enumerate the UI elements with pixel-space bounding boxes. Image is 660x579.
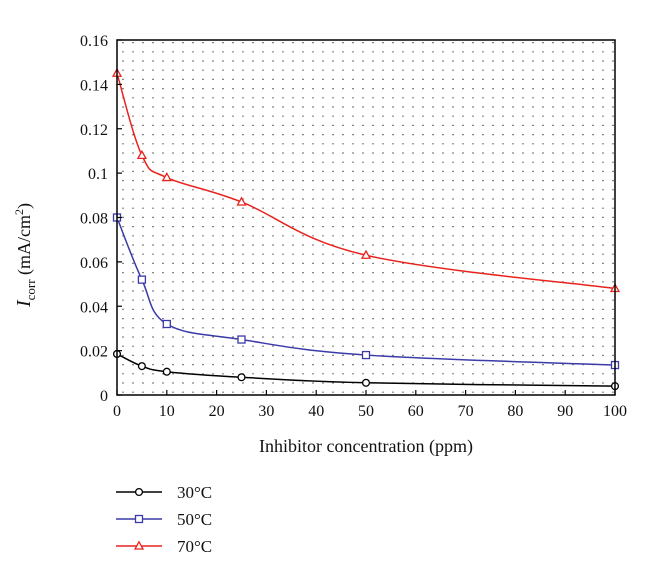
series-line-2: [116, 217, 616, 366]
series-markers: [111, 67, 621, 391]
y-tick-label: 0.08: [80, 211, 108, 228]
data-point-series-2: [137, 275, 147, 284]
data-point-series-3: [360, 249, 372, 259]
plot-frame: [116, 39, 616, 396]
x-tick-label: 20: [209, 403, 225, 420]
data-point-series-1: [237, 373, 246, 382]
axis-ticks: 0 10 20 30 40 50 60 70 80 90 100 0 0.02 0.04 0.06 0.08 0…: [80, 33, 627, 420]
data-point-series-2: [237, 335, 246, 344]
data-point-series-3: [161, 172, 172, 182]
x-tick-label: 10: [159, 403, 175, 420]
x-tick-label: 90: [557, 403, 573, 420]
x-tick-label: 0: [113, 403, 121, 420]
data-point-series-1: [361, 378, 371, 387]
x-tick-label: 70: [458, 403, 474, 420]
y-tick-label: 0.04: [80, 299, 108, 316]
y-tick-label: 0.1: [88, 166, 108, 183]
x-tick-label: 40: [308, 403, 324, 420]
y-tick-label: 0.16: [80, 33, 108, 50]
data-point-series-3: [236, 196, 247, 206]
legend: 30°C 50°C 70°C: [116, 483, 212, 556]
x-tick-label: 100: [603, 403, 627, 420]
legend-marker: [134, 487, 144, 497]
y-tick-label: 0: [100, 388, 108, 405]
y-tick-label: 0.06: [80, 255, 108, 272]
x-tick-label: 80: [507, 403, 523, 420]
data-point-series-3: [136, 149, 148, 160]
y-axis-label: Icorr (mA/cm2): [12, 203, 38, 308]
x-tick-label: 50: [358, 403, 374, 420]
x-tick-label: 30: [258, 403, 274, 420]
y-tick-label: 0.12: [80, 122, 108, 139]
legend-marker: [133, 540, 145, 550]
legend-label: 30°C: [177, 483, 212, 502]
series-lines: [116, 73, 616, 387]
legend-label: 70°C: [177, 537, 212, 556]
y-tick-label: 0.02: [80, 344, 108, 361]
data-point-series-2: [162, 319, 171, 329]
data-point-series-1: [137, 362, 146, 371]
x-axis-label: Inhibitor concentration (ppm): [259, 436, 473, 457]
plot-grid: [122, 42, 614, 393]
legend-marker: [134, 514, 144, 524]
legend-label: 50°C: [177, 510, 212, 529]
data-point-series-1: [162, 367, 171, 376]
data-point-series-2: [361, 350, 371, 360]
x-tick-label: 60: [408, 403, 424, 420]
y-tick-label: 0.14: [80, 77, 108, 94]
